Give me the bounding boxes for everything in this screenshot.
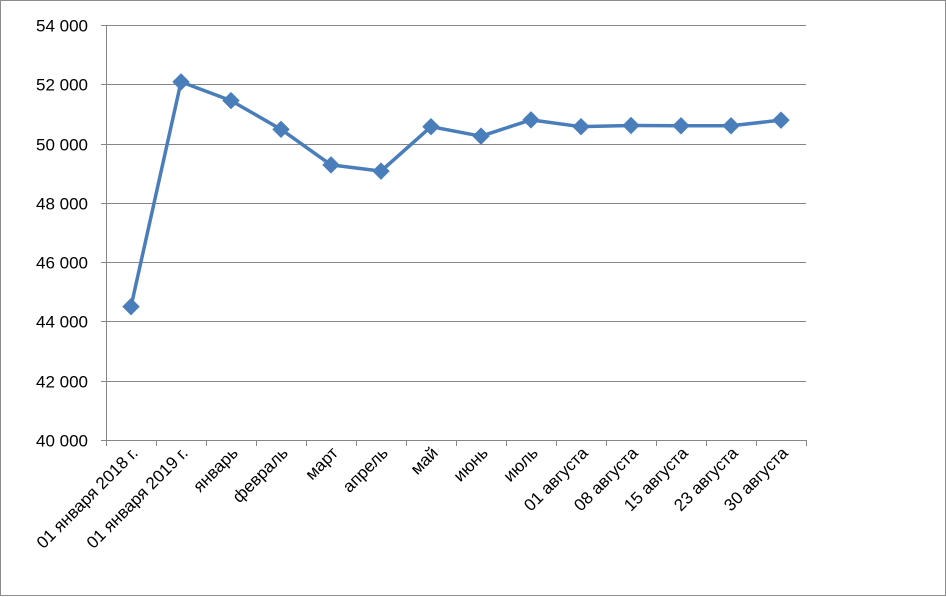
y-tick-label: 40 000: [36, 432, 88, 451]
y-tick-label: 48 000: [36, 195, 88, 214]
y-tick-label: 52 000: [36, 76, 88, 95]
y-tick-label: 44 000: [36, 313, 88, 332]
data-point: [372, 162, 390, 180]
data-point: [672, 117, 690, 135]
data-point: [622, 116, 640, 135]
x-tick-label: апрель: [339, 443, 392, 496]
x-tick-label: май: [407, 443, 442, 478]
data-point: [222, 91, 240, 110]
data-point: [772, 111, 790, 129]
x-tick-label: июнь: [450, 443, 492, 485]
data-point: [272, 120, 290, 139]
data-point: [572, 117, 590, 136]
y-tick-label: 46 000: [36, 254, 88, 273]
data-point: [322, 156, 340, 174]
x-tick-label: июль: [500, 443, 542, 485]
data-point: [522, 111, 540, 129]
series-line: [129, 80, 782, 307]
data-point: [122, 297, 140, 316]
x-tick-label: март: [302, 443, 342, 483]
data-point: [172, 73, 190, 91]
y-tick-label: 50 000: [36, 136, 88, 155]
data-point: [722, 117, 740, 135]
x-tick-label: февраль: [229, 443, 292, 506]
y-tick-label: 42 000: [36, 373, 88, 392]
data-point: [472, 127, 490, 145]
data-point: [422, 117, 440, 136]
y-tick-label: 54 000: [36, 17, 88, 36]
